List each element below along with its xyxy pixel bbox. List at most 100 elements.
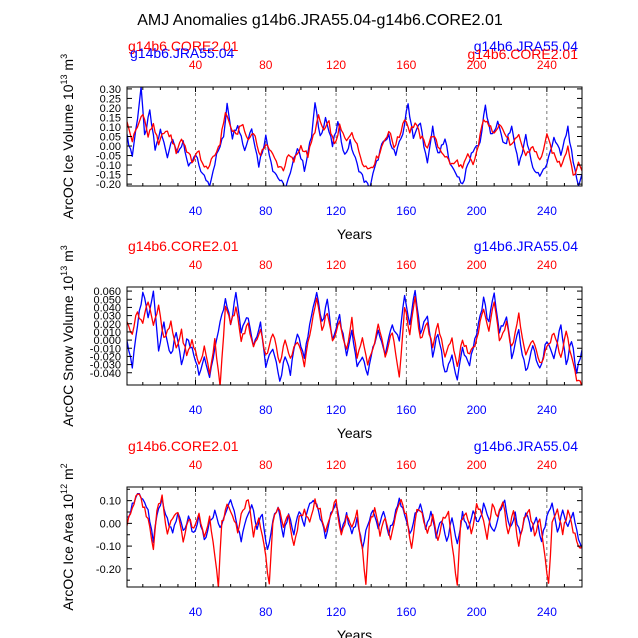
y-tick-label: 0.030	[93, 311, 121, 323]
y-axis-title-exponent: 13	[59, 266, 69, 276]
panel-snow-volume: -0.040-0.030-0.020-0.0100.0000.0100.0200…	[59, 238, 583, 441]
y-tick-label: 0.15	[100, 112, 121, 124]
y-tick-label: 0.00	[100, 141, 121, 153]
x-tick-label-bottom: 160	[396, 204, 416, 218]
y-axis-title: ArcOC Snow Volume 1013 m3	[59, 245, 76, 427]
y-tick-label: -0.10	[96, 541, 121, 553]
x-tick-label-bottom: 120	[326, 605, 346, 619]
panel-ice-volume: -0.20-0.15-0.10-0.050.000.050.100.150.20…	[59, 38, 583, 242]
series-line-core	[127, 493, 582, 587]
y-tick-label: -0.05	[96, 151, 121, 163]
y-axis-title-unit: m	[60, 59, 76, 75]
x-tick-label-bottom: 40	[189, 204, 203, 218]
y-tick-label: -0.020	[90, 351, 121, 363]
y-axis-title-unit: m	[60, 468, 76, 484]
x-tick-label-bottom: 200	[467, 204, 487, 218]
series-line-jra	[127, 289, 582, 382]
y-axis-title-unit-exponent: 3	[59, 245, 69, 250]
plot-frame	[126, 486, 583, 588]
x-tick-label-top: 120	[326, 258, 346, 272]
y-tick-label: 0.25	[100, 93, 121, 105]
x-tick-label-bottom: 200	[467, 403, 487, 417]
top-left-series-label: g14b6.CORE2.01	[128, 238, 239, 254]
panel-ice-area: -0.20 -0.10 0.00 0.10 40 80 120 160 200 240 40 80 12…	[59, 438, 583, 638]
x-tick-label-top: 40	[189, 458, 203, 472]
x-tick-label-top: 120	[326, 458, 346, 472]
x-tick-label-top: 240	[537, 58, 557, 72]
y-axis-title-unit: m	[60, 250, 76, 266]
y-tick-label: 0.020	[93, 319, 121, 331]
y-axis-title-exponent: 13	[59, 74, 69, 84]
y-tick-label: 0.10	[100, 496, 121, 508]
series-line-jra	[127, 87, 582, 186]
x-tick-label-top: 200	[467, 258, 487, 272]
x-tick-label-bottom: 120	[326, 403, 346, 417]
y-tick-label: -0.010	[90, 343, 121, 355]
x-tick-label-bottom: 240	[537, 605, 557, 619]
top-right-series-label: g14b6.JRA55.04	[474, 38, 579, 54]
y-tick-label: 0.060	[93, 286, 121, 298]
overlap-left-series-label: g14b6.JRA55.04	[130, 45, 235, 61]
x-tick-label-top: 240	[537, 458, 557, 472]
y-tick-label: 0.000	[93, 335, 121, 347]
y-tick-label: -0.20	[96, 179, 121, 191]
x-axis-title: Years	[337, 226, 372, 242]
x-tick-label-bottom: 200	[467, 605, 487, 619]
y-tick-label: -0.040	[90, 368, 121, 380]
y-axis-title: ArcOC Ice Volume 1013 m3	[59, 54, 76, 219]
x-tick-label-top: 80	[259, 258, 273, 272]
x-tick-label-top: 200	[467, 58, 487, 72]
y-tick-label: -0.15	[96, 170, 121, 182]
top-right-series-label: g14b6.JRA55.04	[474, 438, 579, 454]
x-tick-label-bottom: 80	[259, 605, 273, 619]
y-axis-title-main: ArcOC Ice Volume 10	[60, 84, 76, 219]
x-axis-title: Years	[337, 627, 372, 638]
x-tick-label-bottom: 80	[259, 403, 273, 417]
x-tick-label-bottom: 40	[189, 403, 203, 417]
y-tick-label: 0.040	[93, 302, 121, 314]
y-axis-title: ArcOC Ice Area 1012 m2	[59, 463, 76, 610]
plot-frame	[126, 286, 583, 386]
y-tick-label: -0.030	[90, 360, 121, 372]
y-tick-label: 0.00	[100, 518, 121, 530]
x-tick-label-bottom: 80	[259, 204, 273, 218]
y-tick-label: -0.10	[96, 160, 121, 172]
x-tick-label-bottom: 40	[189, 605, 203, 619]
y-axis-title-main: ArcOC Ice Area 10	[60, 494, 76, 611]
x-tick-label-bottom: 240	[537, 204, 557, 218]
x-axis-title: Years	[337, 425, 372, 441]
y-axis-title-exponent: 12	[59, 484, 69, 494]
series-line-core	[127, 112, 582, 176]
figure-title: AMJ Anomalies g14b6.JRA55.04-g14b6.CORE2…	[137, 12, 503, 29]
y-axis-title-unit-exponent: 3	[59, 54, 69, 59]
series-line-core	[127, 296, 582, 385]
panels: -0.20-0.15-0.10-0.050.000.050.100.150.20…	[59, 38, 583, 638]
x-tick-label-bottom: 240	[537, 403, 557, 417]
y-tick-label: -0.20	[96, 564, 121, 576]
x-tick-label-top: 160	[396, 58, 416, 72]
top-right-series-label: g14b6.JRA55.04	[474, 238, 579, 254]
x-tick-label-top: 120	[326, 58, 346, 72]
x-tick-label-top: 160	[396, 458, 416, 472]
x-tick-label-bottom: 160	[396, 605, 416, 619]
x-tick-label-top: 160	[396, 258, 416, 272]
x-tick-label-top: 240	[537, 258, 557, 272]
top-left-series-label: g14b6.CORE2.01	[128, 438, 239, 454]
y-tick-label: 0.30	[100, 84, 121, 96]
y-tick-label: 0.10	[100, 122, 121, 134]
x-tick-label-top: 80	[259, 58, 273, 72]
y-axis-title-main: ArcOC Snow Volume 10	[60, 276, 76, 427]
top-left-series-label: g14b6.CORE2.01	[128, 38, 239, 54]
overlap-right-series-label: g14b6.CORE2.01	[467, 46, 578, 62]
x-tick-label-bottom: 160	[396, 403, 416, 417]
x-tick-label-top: 40	[189, 58, 203, 72]
x-tick-label-bottom: 120	[326, 204, 346, 218]
y-axis-title-unit-exponent: 2	[59, 463, 69, 468]
x-tick-label-top: 200	[467, 458, 487, 472]
y-tick-label: 0.050	[93, 294, 121, 306]
y-tick-label: 0.05	[100, 132, 121, 144]
y-tick-label: 0.010	[93, 327, 121, 339]
x-tick-label-top: 40	[189, 258, 203, 272]
x-tick-label-top: 80	[259, 458, 273, 472]
